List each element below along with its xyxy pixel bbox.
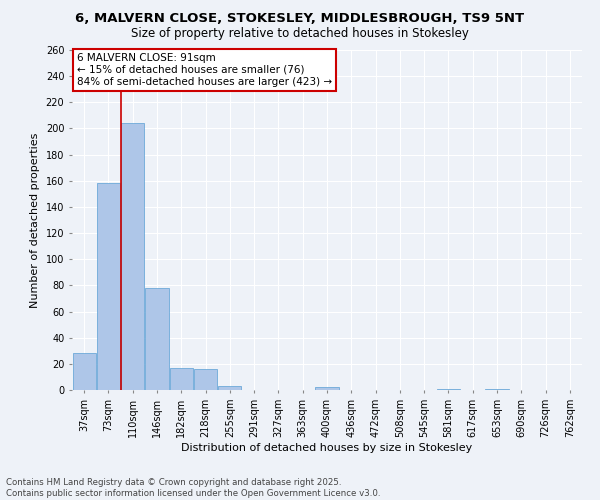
Bar	[145, 288, 169, 390]
Bar	[194, 369, 217, 390]
Bar	[316, 388, 338, 390]
Text: Contains HM Land Registry data © Crown copyright and database right 2025.
Contai: Contains HM Land Registry data © Crown c…	[6, 478, 380, 498]
Bar	[97, 184, 120, 390]
X-axis label: Distribution of detached houses by size in Stokesley: Distribution of detached houses by size …	[181, 442, 473, 452]
Bar	[121, 123, 144, 390]
Bar	[73, 354, 95, 390]
Bar	[170, 368, 193, 390]
Y-axis label: Number of detached properties: Number of detached properties	[30, 132, 40, 308]
Bar	[485, 388, 509, 390]
Bar	[437, 388, 460, 390]
Text: 6 MALVERN CLOSE: 91sqm
← 15% of detached houses are smaller (76)
84% of semi-det: 6 MALVERN CLOSE: 91sqm ← 15% of detached…	[77, 54, 332, 86]
Bar	[218, 386, 241, 390]
Text: Size of property relative to detached houses in Stokesley: Size of property relative to detached ho…	[131, 28, 469, 40]
Text: 6, MALVERN CLOSE, STOKESLEY, MIDDLESBROUGH, TS9 5NT: 6, MALVERN CLOSE, STOKESLEY, MIDDLESBROU…	[76, 12, 524, 26]
